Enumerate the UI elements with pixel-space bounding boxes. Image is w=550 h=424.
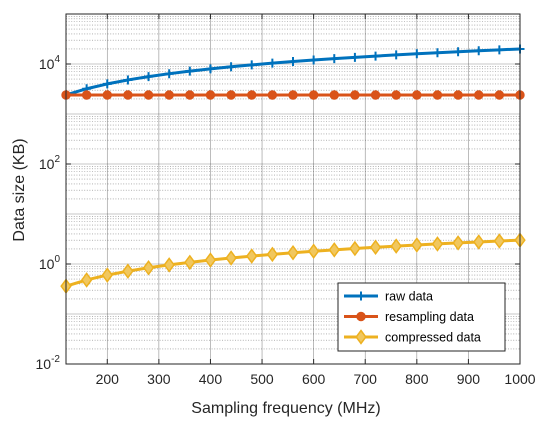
data-point-raw-data [494,45,504,55]
data-point-resampling-data [474,90,484,100]
data-point-compressed-data [101,267,114,283]
x-axis-label: Sampling frequency (MHz) [191,400,380,417]
x-tick-label: 900 [457,371,481,387]
data-point-resampling-data [329,90,339,100]
data-point-compressed-data [287,244,299,261]
data-point-compressed-data [472,234,485,250]
data-point-raw-data [267,58,277,68]
legend-label-resampling-data: resampling data [385,310,474,324]
y-tick-label: 104 [39,54,61,72]
data-point-compressed-data [307,243,320,259]
data-point-resampling-data [123,90,133,100]
data-point-compressed-data [245,248,258,264]
data-point-compressed-data [266,246,279,263]
data-point-raw-data [102,79,112,89]
legend-label-raw-data: raw data [385,290,433,304]
x-tick-label: 800 [405,371,429,387]
x-tick-label: 500 [250,371,274,387]
data-point-compressed-data [369,239,382,256]
data-point-compressed-data [225,250,237,266]
data-point-resampling-data [370,90,381,100]
data-point-raw-data [226,62,236,72]
data-point-raw-data [144,72,154,82]
y-tick-base: 10 [39,56,55,72]
data-point-resampling-data [494,90,505,100]
data-point-compressed-data [142,260,155,276]
y-tick-exponent: -2 [51,354,60,365]
data-point-resampling-data [453,90,463,100]
legend: raw data resampling data compressed data [337,282,506,352]
axes-layer: 200 300 400 500 600 700 800 900 100010-210010210… [36,13,536,387]
axes-box [65,13,521,365]
data-point-compressed-data [390,238,402,254]
data-point-resampling-data [308,90,319,100]
x-tick-label: 300 [147,371,171,387]
y-tick-exponent: 2 [54,154,60,165]
legend-marker-raw-data [356,291,366,301]
series-layer [60,44,526,294]
y-tick-base: 10 [36,356,52,372]
data-point-compressed-data [328,242,341,258]
data-point-raw-data [453,47,463,57]
data-point-compressed-data [349,240,361,257]
x-tick-label: 1000 [504,371,535,387]
data-point-raw-data [350,52,360,62]
data-point-resampling-data [247,90,257,100]
legend-label-compressed-data: compressed data [385,331,481,345]
data-point-resampling-data [102,90,112,100]
data-point-raw-data [309,55,319,65]
data-point-resampling-data [164,90,174,100]
data-point-compressed-data [493,233,506,249]
y-tick-label: 102 [39,154,61,172]
legend-marker-compressed-data [355,329,367,345]
data-point-raw-data [164,69,174,79]
x-tick-label: 600 [302,371,326,387]
data-point-raw-data [247,60,257,70]
data-point-resampling-data [432,90,443,100]
data-point-compressed-data [411,237,423,253]
data-point-compressed-data [80,272,93,288]
data-point-resampling-data [205,90,216,100]
data-point-compressed-data [204,252,217,268]
data-point-compressed-data [122,263,134,279]
y-axis-label: Data size (KB) [11,138,28,241]
series-resampling-data [61,90,525,100]
data-point-resampling-data [288,90,298,100]
legend-marker-resampling-data [356,311,366,322]
x-tick-label: 700 [354,371,378,387]
x-tick-label: 400 [199,371,223,387]
y-tick-base: 10 [39,156,55,172]
data-point-compressed-data [431,236,444,252]
data-point-raw-data [329,54,339,64]
y-tick-exponent: 0 [54,254,60,265]
data-point-raw-data [432,48,442,58]
data-point-compressed-data [452,235,464,251]
data-point-raw-data [412,49,422,59]
data-point-resampling-data [391,90,401,100]
data-point-raw-data [391,50,401,60]
series-compressed-data [60,232,526,294]
data-point-raw-data [288,57,298,67]
data-point-resampling-data [185,90,195,100]
data-point-compressed-data [163,257,175,273]
data-point-resampling-data [226,90,236,100]
y-tick-label: 100 [39,254,61,272]
data-point-resampling-data [412,90,422,100]
data-point-raw-data [185,66,195,76]
y-tick-exponent: 4 [54,54,60,65]
data-point-resampling-data [267,90,278,100]
y-tick-label: 10-2 [36,354,61,372]
y-tick-base: 10 [39,256,55,272]
x-tick-label: 200 [96,371,120,387]
data-point-raw-data [474,46,484,56]
data-point-raw-data [205,64,215,74]
data-point-resampling-data [350,90,360,100]
data-point-raw-data [371,51,381,61]
data-point-resampling-data [143,90,154,100]
data-point-compressed-data [184,254,196,271]
data-point-resampling-data [81,90,92,100]
data-point-raw-data [123,75,133,85]
